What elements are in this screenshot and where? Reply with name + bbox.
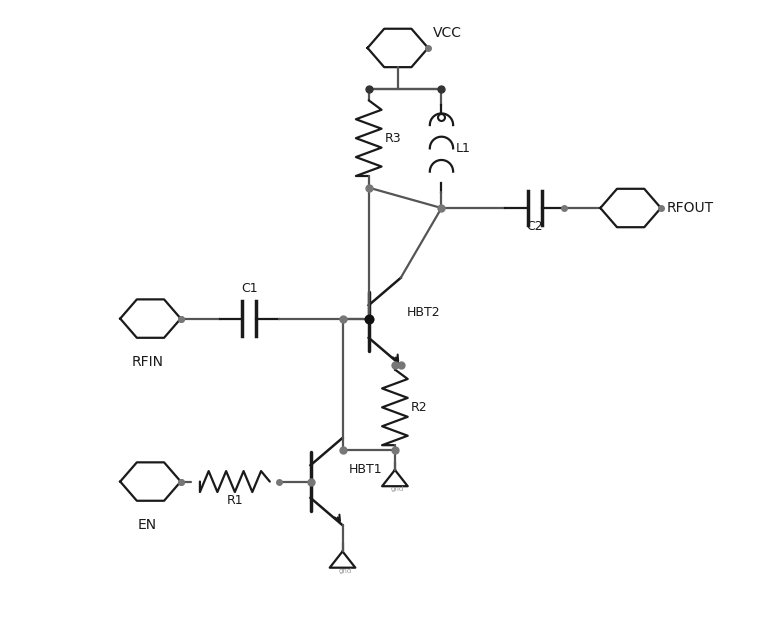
Text: EN: EN (138, 518, 157, 532)
Text: R1: R1 (227, 494, 243, 507)
Text: gnd: gnd (390, 487, 404, 493)
Text: RFOUT: RFOUT (666, 201, 714, 215)
Text: HBT2: HBT2 (407, 306, 440, 320)
Text: L1: L1 (456, 142, 471, 155)
Text: C2: C2 (526, 220, 543, 233)
Text: HBT1: HBT1 (348, 464, 382, 476)
Text: gnd: gnd (338, 568, 351, 574)
Text: R3: R3 (385, 132, 401, 145)
Text: VCC: VCC (433, 26, 462, 41)
Text: R2: R2 (411, 401, 428, 414)
Text: C1: C1 (241, 282, 258, 295)
Text: RFIN: RFIN (132, 355, 164, 368)
